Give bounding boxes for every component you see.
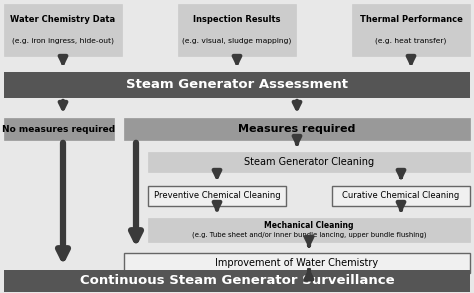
Text: Preventive Chemical Cleaning: Preventive Chemical Cleaning [154, 192, 280, 200]
Bar [148, 218, 470, 242]
Text: Water Chemistry Data: Water Chemistry Data [10, 15, 116, 24]
Text: Inspection Results: Inspection Results [193, 15, 281, 24]
Bar [4, 270, 470, 292]
Text: No measures required: No measures required [2, 125, 116, 134]
Text: (e.g. heat transfer): (e.g. heat transfer) [375, 37, 447, 44]
Text: (e.g. Tube sheet and/or inner bundle lancing, upper bundle flushing): (e.g. Tube sheet and/or inner bundle lan… [192, 231, 426, 238]
Bar [148, 186, 286, 206]
Bar [332, 186, 470, 206]
Bar [352, 4, 470, 56]
Bar [4, 118, 114, 140]
Text: Improvement of Water Chemistry: Improvement of Water Chemistry [216, 258, 379, 268]
Bar [178, 4, 296, 56]
Bar [4, 72, 470, 98]
Bar [124, 118, 470, 140]
Bar [124, 253, 470, 273]
Text: Measures required: Measures required [238, 124, 356, 134]
Text: Continuous Steam Generator Surveillance: Continuous Steam Generator Surveillance [80, 275, 394, 287]
Text: Thermal Performance: Thermal Performance [360, 15, 463, 24]
Text: Curative Chemical Cleaning: Curative Chemical Cleaning [342, 192, 460, 200]
Bar [4, 4, 122, 56]
Text: Mechanical Cleaning: Mechanical Cleaning [264, 221, 354, 230]
Text: (e.g. iron ingress, hide-out): (e.g. iron ingress, hide-out) [12, 37, 114, 44]
Text: Steam Generator Assessment: Steam Generator Assessment [126, 79, 348, 91]
Bar [148, 152, 470, 172]
Text: (e.g. visual, sludge mapping): (e.g. visual, sludge mapping) [182, 37, 292, 44]
Text: Steam Generator Cleaning: Steam Generator Cleaning [244, 157, 374, 167]
